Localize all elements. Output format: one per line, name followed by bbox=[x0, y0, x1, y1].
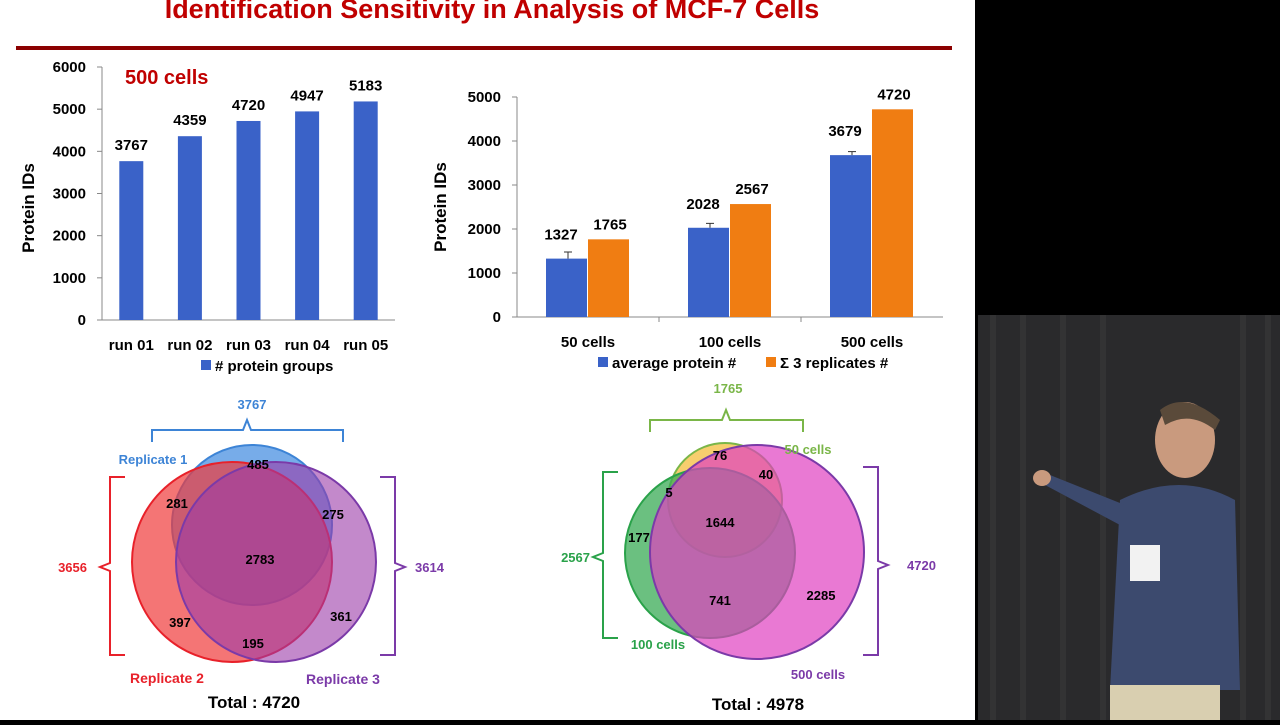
chart2-data-label: 4720 bbox=[877, 86, 910, 103]
chart1-data-label: 4947 bbox=[290, 87, 323, 104]
chart2-bar-average bbox=[546, 258, 587, 317]
chart2-legend-swatch-avg bbox=[598, 357, 608, 367]
chart2-x-tick-label: 500 cells bbox=[841, 334, 904, 351]
venn-left-total-r3: 3614 bbox=[415, 560, 445, 575]
venn-right-total-500: 4720 bbox=[907, 558, 936, 573]
venn-left-total-r1: 3767 bbox=[238, 397, 267, 412]
chart2-bar-average bbox=[688, 227, 729, 317]
venn-right-total: Total : 4978 bbox=[712, 695, 804, 714]
chart2-y-tick-label: 3000 bbox=[468, 177, 501, 194]
region-only-50: 76 bbox=[713, 448, 727, 463]
chart1-x-tick-label: run 03 bbox=[226, 337, 271, 354]
chart2-data-label: 1765 bbox=[593, 216, 626, 233]
region-r2-r3: 195 bbox=[242, 636, 264, 651]
venn-left-label-r3: Replicate 3 bbox=[306, 671, 380, 687]
region-only-500: 2285 bbox=[807, 588, 836, 603]
chart1-data-label: 4720 bbox=[232, 97, 265, 114]
region-50-100: 5 bbox=[665, 485, 672, 500]
bracket-50cells bbox=[649, 407, 804, 432]
chart1-x-tick-label: run 04 bbox=[285, 337, 331, 354]
venn-left-total-r2: 3656 bbox=[58, 560, 87, 575]
venn-right-label-100: 100 cells bbox=[631, 637, 685, 652]
bracket-replicate2 bbox=[97, 476, 125, 656]
circle-replicate3 bbox=[175, 461, 377, 663]
region-only-r2: 397 bbox=[169, 615, 191, 630]
bracket-replicate1 bbox=[151, 417, 344, 442]
region-r1-r2: 281 bbox=[166, 496, 188, 511]
chart1-legend-swatch bbox=[201, 360, 211, 370]
chart2-y-tick-label: 5000 bbox=[468, 89, 501, 106]
venn-right-total-100: 2567 bbox=[561, 550, 590, 565]
venn-left-total: Total : 4720 bbox=[208, 693, 300, 712]
chart1-y-tick-label: 4000 bbox=[53, 143, 86, 160]
chart2-legend-label-avg: average protein # bbox=[612, 355, 737, 372]
region-only-100: 177 bbox=[628, 530, 650, 545]
chart1-legend-label: # protein groups bbox=[215, 358, 333, 375]
chart1-x-tick-label: run 01 bbox=[109, 337, 154, 354]
speaker-figure bbox=[1033, 402, 1240, 720]
venn-left-label-r2: Replicate 2 bbox=[130, 670, 204, 686]
chart-cell-counts: Protein IDs 0 1000 2000 3000 4000 5000 1327 176… bbox=[431, 86, 943, 372]
chart-protein-groups: Protein IDs 500 cells 0 1000 2000 3000 4000 5… bbox=[19, 59, 395, 375]
chart2-data-label: 3679 bbox=[828, 123, 861, 140]
venn-right-label-50: 50 cells bbox=[785, 442, 832, 457]
chart1-y-tick-label: 3000 bbox=[53, 186, 86, 203]
region-all-cells: 1644 bbox=[706, 515, 736, 530]
chart1-y-tick-label: 6000 bbox=[53, 59, 86, 76]
region-only-r3: 361 bbox=[330, 609, 352, 624]
chart2-bar-sum bbox=[588, 239, 629, 317]
bracket-replicate3 bbox=[380, 476, 408, 656]
chart2-data-label: 2567 bbox=[735, 181, 768, 198]
venn-cell-counts: 1765 2567 4720 50 cells 100 cells 500 ce… bbox=[561, 381, 936, 714]
chart1-x-tick-label: run 02 bbox=[167, 337, 212, 354]
chart2-data-label: 2028 bbox=[686, 196, 719, 213]
chart2-legend-swatch-sum bbox=[766, 357, 776, 367]
chart2-x-tick-label: 100 cells bbox=[699, 334, 762, 351]
chart2-y-tick-label: 1000 bbox=[468, 265, 501, 282]
chart1-y-tick-label: 5000 bbox=[53, 101, 86, 118]
venn-right-total-50: 1765 bbox=[714, 381, 743, 396]
venn-left-label-r1: Replicate 1 bbox=[119, 452, 188, 467]
chart2-legend-label-sum: Σ 3 replicates # bbox=[780, 355, 889, 372]
region-50-500: 40 bbox=[759, 467, 773, 482]
bracket-100cells bbox=[590, 471, 618, 639]
chart1-bar bbox=[353, 101, 378, 320]
curtain bbox=[990, 315, 1271, 720]
chart2-y-tick-label: 4000 bbox=[468, 133, 501, 150]
chart1-bar bbox=[119, 161, 144, 320]
title-divider bbox=[16, 46, 952, 50]
chart1-y-tick-label: 0 bbox=[78, 312, 86, 329]
chart1-y-tick-label: 1000 bbox=[53, 270, 86, 287]
chart2-bar-sum bbox=[730, 204, 771, 317]
chart1-y-tick-label: 2000 bbox=[53, 228, 86, 245]
chart1-bar bbox=[177, 136, 202, 320]
region-all: 2783 bbox=[246, 552, 275, 567]
slide-title: Identification Sensitivity in Analysis o… bbox=[165, 0, 820, 24]
chart1-x-tick-label: run 05 bbox=[343, 337, 388, 354]
bracket-500cells bbox=[863, 466, 891, 656]
chart1-ylabel: Protein IDs bbox=[19, 163, 38, 253]
chart1-annotation: 500 cells bbox=[125, 67, 208, 89]
chart2-bar-average bbox=[830, 155, 871, 317]
circle-500cells bbox=[649, 444, 865, 660]
chart1-data-label: 3767 bbox=[115, 137, 148, 154]
chart1-data-label: 5183 bbox=[349, 77, 382, 94]
venn-replicates: 3767 3656 3614 Replicate 1 Replicate 2 R… bbox=[58, 397, 445, 712]
chart1-data-label: 4359 bbox=[173, 112, 206, 129]
chart1-bar bbox=[236, 120, 261, 321]
chart2-ylabel: Protein IDs bbox=[431, 162, 450, 252]
venn-right-label-500: 500 cells bbox=[791, 667, 845, 682]
chart1-bar bbox=[295, 111, 320, 321]
chart2-y-tick-label: 2000 bbox=[468, 221, 501, 238]
chart2-y-tick-label: 0 bbox=[493, 309, 501, 326]
chart2-x-tick-label: 50 cells bbox=[561, 334, 615, 351]
region-r1-r3: 275 bbox=[322, 507, 344, 522]
region-100-500: 741 bbox=[709, 593, 731, 608]
chart2-data-label: 1327 bbox=[544, 227, 577, 244]
region-only-r1: 485 bbox=[247, 457, 269, 472]
chart2-bar-sum bbox=[872, 109, 913, 317]
